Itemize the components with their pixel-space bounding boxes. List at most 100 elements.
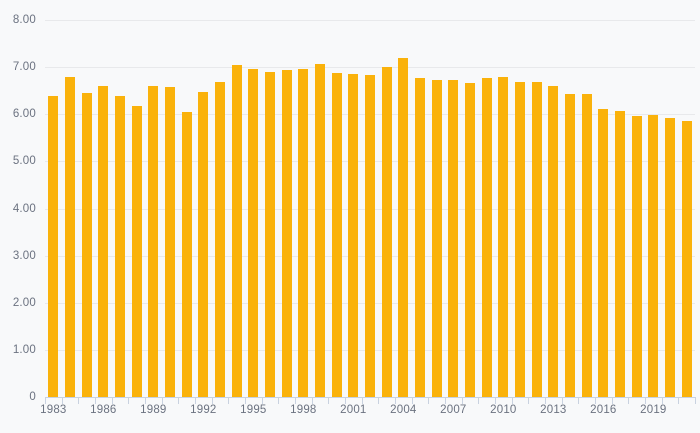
x-axis-tick-label: 2004	[390, 404, 417, 416]
x-axis-tick-label: 2019	[640, 404, 667, 416]
bar[interactable]	[65, 77, 75, 397]
bar[interactable]	[448, 79, 459, 397]
bar[interactable]	[615, 111, 625, 397]
x-axis-tick	[45, 397, 46, 404]
y-axis-tick-label: 2.00	[12, 296, 36, 309]
x-axis-tick-label: 1998	[290, 404, 317, 416]
bar[interactable]	[648, 115, 659, 397]
y-axis-tick-label: 0	[29, 391, 36, 403]
y-axis-tick-label: 6.00	[12, 108, 36, 121]
y-axis-tick-label: 1.00	[12, 343, 36, 356]
bar[interactable]	[515, 82, 525, 397]
x-axis-line	[45, 397, 695, 398]
x-axis-tick	[511, 397, 513, 404]
x-axis-tick	[78, 397, 80, 404]
bar[interactable]	[381, 67, 392, 397]
bar[interactable]	[181, 111, 192, 397]
gridline-8.00	[45, 20, 695, 21]
x-axis-tick	[295, 397, 296, 404]
x-axis-tick	[61, 397, 63, 404]
x-axis-tick	[395, 397, 396, 404]
bar[interactable]	[598, 109, 609, 397]
bar[interactable]	[131, 106, 142, 397]
x-axis-tick-label: 2016	[590, 404, 617, 416]
x-axis-tick	[678, 397, 680, 404]
bar[interactable]	[398, 57, 409, 397]
bar[interactable]	[265, 71, 275, 397]
x-axis-tick	[645, 397, 646, 404]
x-axis-tick-label: 2001	[340, 404, 367, 416]
bar[interactable]	[198, 92, 209, 397]
x-axis-tick	[628, 397, 630, 404]
bar[interactable]	[165, 86, 175, 397]
bar[interactable]	[315, 64, 325, 397]
x-axis-tick	[345, 397, 346, 404]
x-axis-tick	[661, 397, 663, 404]
bar[interactable]	[581, 93, 592, 397]
bar[interactable]	[115, 96, 125, 397]
bar[interactable]	[281, 69, 292, 397]
bar[interactable]	[365, 74, 375, 397]
bar[interactable]	[298, 69, 309, 397]
y-axis-tick-label: 4.00	[12, 202, 36, 215]
x-axis-tick	[411, 397, 413, 404]
x-axis-tick	[278, 397, 280, 404]
gridline-7.00	[45, 67, 695, 69]
x-axis-tick	[178, 397, 180, 404]
bars-group	[45, 20, 695, 397]
bar[interactable]	[231, 64, 242, 397]
bar[interactable]	[81, 92, 92, 397]
bar[interactable]	[631, 116, 642, 397]
x-axis-tick	[528, 397, 530, 404]
x-axis-tick	[195, 397, 196, 404]
y-axis-tick-label: 3.00	[12, 249, 36, 262]
x-axis-tick	[128, 397, 130, 404]
x-axis-tick	[211, 397, 213, 404]
bar[interactable]	[465, 83, 475, 397]
y-axis-tick-label: 7.00	[12, 61, 36, 74]
bar[interactable]	[531, 82, 542, 397]
x-axis-tick	[495, 397, 496, 404]
bar[interactable]	[348, 74, 359, 397]
x-axis-tick-label: 1992	[190, 404, 217, 416]
x-axis-tick	[95, 397, 96, 404]
y-axis-tick-label: 8.00	[12, 14, 36, 26]
bar[interactable]	[548, 85, 559, 397]
bar[interactable]	[98, 86, 109, 397]
bar[interactable]	[481, 78, 492, 397]
x-axis-tick	[611, 397, 613, 404]
bar[interactable]	[331, 72, 342, 397]
x-axis-tick	[328, 397, 330, 404]
x-axis-tick	[245, 397, 246, 404]
bar[interactable]	[681, 120, 692, 397]
x-axis-tick	[111, 397, 113, 404]
bar[interactable]	[415, 77, 425, 397]
x-axis-tick	[478, 397, 480, 404]
bar[interactable]	[498, 76, 509, 397]
x-axis-tick	[428, 397, 430, 404]
x-axis-tick	[695, 397, 696, 404]
x-axis-tick	[145, 397, 146, 404]
x-axis-tick	[595, 397, 596, 404]
bar[interactable]	[565, 93, 575, 397]
bar[interactable]	[665, 117, 675, 397]
x-axis-tick	[445, 397, 446, 404]
x-axis-tick-label: 1986	[90, 404, 117, 416]
x-axis-tick-label: 1983	[40, 404, 67, 416]
x-axis-tick-label: 1995	[240, 404, 267, 416]
x-axis-tick	[561, 397, 563, 404]
bar[interactable]	[48, 96, 59, 397]
x-axis-tick	[261, 397, 263, 404]
x-axis-tick	[545, 397, 546, 404]
bar[interactable]	[248, 69, 259, 397]
x-axis-tick-label: 2013	[540, 404, 567, 416]
x-axis-tick-label: 2010	[490, 404, 517, 416]
bar[interactable]	[148, 85, 159, 397]
x-axis-tick	[578, 397, 580, 404]
x-axis-tick	[461, 397, 463, 404]
x-axis-tick	[378, 397, 380, 404]
bar[interactable]	[431, 79, 442, 397]
bar[interactable]	[215, 82, 225, 397]
x-axis-tick	[311, 397, 313, 404]
